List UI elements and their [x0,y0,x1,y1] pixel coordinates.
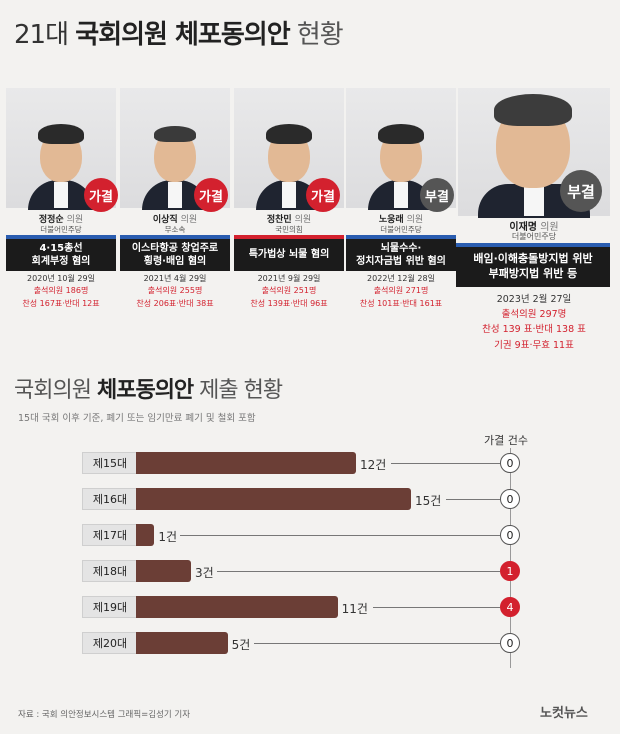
passed-count-header: 가결 건수 [484,434,528,447]
case-card-1: 가결 정정순 의원 더불어민주당 4·15총선 회계부정 혐의 2020년 10월… [6,88,118,316]
bar [136,524,155,546]
portrait-shirt [524,186,544,216]
category-label: 제20대 [82,632,138,654]
bar-value-label: 5건 [231,638,251,652]
bar [136,452,356,474]
vote-info: 2022년 12월 28일 출석의원 271명 찬성 101표·반대 161표 [359,274,443,308]
bar-value-label: 12건 [360,458,387,472]
result-badge: 가결 [84,178,118,212]
bar [136,632,228,654]
bar-value-label: 1건 [158,530,178,544]
case-card-2: 가결 이상직 의원 무소속 이스타항공 창업주로 횡령·배임 혐의 2021년 4… [120,88,230,316]
portrait-hair [266,124,312,144]
bar-value-label: 15건 [415,494,442,508]
portrait-hair [378,124,424,144]
person-name: 정찬민 의원 [266,215,312,225]
title-suffix: 현황 [296,20,344,50]
category-label: 제19대 [82,596,138,618]
category-label: 제18대 [82,560,138,582]
charge-box: 뇌물수수· 정치자금법 위반 혐의 [346,235,456,271]
passed-count-circle: 0 [500,489,520,509]
person-name: 정정순 의원 [38,215,84,225]
bar-value-label: 3건 [195,566,214,580]
portrait-hair [154,126,196,142]
category-label: 제16대 [82,488,138,510]
passed-axis-line [510,448,511,668]
party-name: 국민의힘 [275,225,303,234]
category-label: 제15대 [82,452,138,474]
charge-box: 이스타항공 창업주로 횡령·배임 혐의 [120,235,230,271]
page-title: 21대 국회의원 체포동의안 현황 [14,14,344,51]
vote-info: 2021년 9월 29일 출석의원 251명 찬성 139표·반대 96표 [250,274,328,308]
party-name: 무소속 [164,225,186,234]
portrait-hair [494,94,572,126]
case-card-4: 부결 노웅래 의원 더불어민주당 뇌물수수· 정치자금법 위반 혐의 2022년 … [346,88,456,316]
source-note: 자료 : 국회 의안정보시스템 그래픽=김성기 기자 [18,710,191,720]
passed-count-circle: 4 [500,597,520,617]
party-name: 더불어민주당 [40,225,82,234]
result-badge: 부결 [420,178,454,212]
passed-count-circle: 0 [500,633,520,653]
person-name: 노웅래 의원 [378,215,424,225]
bar [136,488,411,510]
title-bold: 국회의원 체포동의안 [75,20,290,50]
bar-value-label: 11건 [341,602,368,616]
charge-box: 특가법상 뇌물 혐의 [234,235,344,271]
connector-line [391,463,500,464]
case-card-5: 부결 이재명 의원 더불어민주당 배임·이해충돌방지법 위반 부패방지법 위반 등… [456,88,610,358]
connector-line [372,607,500,608]
result-badge: 부결 [560,170,602,212]
title-prefix: 21대 [14,20,69,50]
charge-box: 4·15총선 회계부정 혐의 [6,235,116,271]
connector-line [180,535,500,536]
result-badge: 가결 [306,178,340,212]
vote-info: 2021년 4월 29일 출석의원 255명 찬성 206표·반대 38표 [136,274,214,308]
bar [136,596,338,618]
party-name: 더불어민주당 [511,232,557,241]
publisher-logo: 노컷뉴스 [540,706,588,721]
party-name: 더불어민주당 [380,225,422,234]
chart-title: 국회의원 체포동의안 제출 현황 [14,378,283,403]
portrait-shirt [282,182,296,208]
vote-info: 2020년 10월 29일 출석의원 186명 찬성 167표·반대 12표 [22,274,100,308]
connector-line [217,571,500,572]
connector-line [446,499,500,500]
bar [136,560,191,582]
passed-count-circle: 1 [500,561,520,581]
portrait-shirt [394,182,408,208]
case-card-3: 가결 정찬민 의원 국민의힘 특가법상 뇌물 혐의 2021년 9월 29일 출… [234,88,344,316]
category-label: 제17대 [82,524,138,546]
person-name: 이재명 의원 [509,222,559,233]
connector-line [253,643,500,644]
person-name: 이상직 의원 [152,215,198,225]
portrait-hair [38,124,84,144]
result-badge: 가결 [194,178,228,212]
vote-info: 2023년 2월 27일 출석의원 297명 찬성 139 표·반대 138 표… [482,294,586,351]
charge-box: 배임·이해충돌방지법 위반 부패방지법 위반 등 [456,243,610,287]
chart-subtitle: 15대 국회 이후 기준, 폐기 또는 임기만료 폐기 및 철회 포함 [18,413,256,424]
passed-count-circle: 0 [500,525,520,545]
passed-count-circle: 0 [500,453,520,473]
portrait-shirt [168,182,182,208]
portrait-shirt [54,182,68,208]
